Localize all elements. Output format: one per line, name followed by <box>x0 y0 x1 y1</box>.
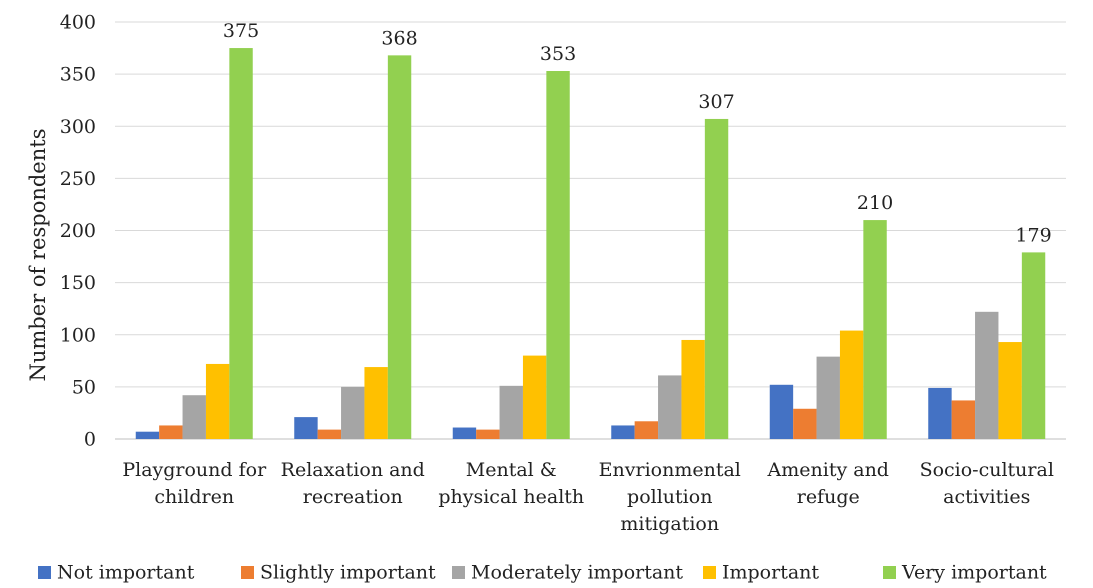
bar <box>182 395 206 439</box>
bar <box>704 118 729 439</box>
category-label-line: activities <box>943 486 1030 508</box>
bar <box>928 387 952 439</box>
bar <box>634 421 659 439</box>
legend-swatch <box>452 566 465 579</box>
category-labels: Playground for children Relaxation and recr… <box>122 459 1054 535</box>
bar <box>364 367 388 439</box>
bar <box>387 55 412 440</box>
data-label: 353 <box>540 43 576 65</box>
legend-label: Moderately important <box>471 562 683 584</box>
category-label-line: Playground for <box>122 459 267 481</box>
bar <box>793 408 817 439</box>
category-label: Amenity and refuge <box>767 459 889 508</box>
bar <box>546 71 570 439</box>
legend-swatch <box>703 566 716 579</box>
bar <box>229 48 253 440</box>
bar <box>294 417 318 439</box>
legend-label: Slightly important <box>260 562 436 584</box>
category-label-line: recreation <box>303 486 403 508</box>
bar <box>1021 252 1046 439</box>
bar <box>658 375 682 439</box>
bar <box>839 330 864 439</box>
legend: Not important Slightly important Moderatel… <box>38 562 1047 584</box>
y-tick-label: 150 <box>60 272 96 294</box>
y-tick-label: 50 <box>72 376 96 398</box>
bar <box>159 425 183 439</box>
category-label-line: Relaxation and <box>281 459 425 481</box>
bar <box>769 384 794 439</box>
legend-item: Slightly important <box>241 562 436 584</box>
legend-item: Very important <box>883 562 1047 584</box>
y-tick-label: 0 <box>84 429 96 451</box>
category-label-line: children <box>154 486 234 508</box>
legend-swatch <box>241 566 254 579</box>
bar <box>816 356 840 439</box>
y-tick-labels: 0 50 100 150 200 250 300 350 400 <box>60 12 96 451</box>
y-tick-label: 100 <box>60 324 96 346</box>
bar <box>611 425 635 439</box>
category-label: Relaxation and recreation <box>281 459 425 508</box>
legend-label: Very important <box>901 562 1047 584</box>
y-axis-title: Number of respondents <box>26 129 50 382</box>
y-tick-label: 300 <box>60 116 96 138</box>
category-label-line: mitigation <box>620 513 719 535</box>
category-label-line: refuge <box>797 486 860 508</box>
bar <box>452 427 477 439</box>
y-tick-label: 400 <box>60 12 96 34</box>
category-label-line: Mental & <box>466 459 557 481</box>
bar <box>998 342 1022 439</box>
gridlines <box>115 21 1066 440</box>
bar <box>476 429 500 439</box>
category-label-line: physical health <box>438 486 584 508</box>
legend-item: Moderately important <box>452 562 683 584</box>
bars <box>135 48 1046 440</box>
bar <box>317 429 342 439</box>
legend-swatch <box>38 566 51 579</box>
legend-label: Not important <box>57 562 195 584</box>
category-label-line: Socio-cultural <box>920 459 1054 481</box>
data-label: 179 <box>1015 224 1051 246</box>
category-label: Mental & physical health <box>438 459 584 508</box>
y-tick-label: 250 <box>60 168 96 190</box>
data-label: 375 <box>223 20 259 42</box>
legend-swatch <box>883 566 896 579</box>
bar <box>863 220 887 439</box>
bar <box>499 385 523 439</box>
y-tick-label: 350 <box>60 64 96 86</box>
category-label: Playground for children <box>122 459 267 508</box>
category-label: Socio-cultural activities <box>920 459 1054 508</box>
category-label-line: pollution <box>627 486 712 508</box>
bar <box>681 339 705 439</box>
bar <box>522 355 547 439</box>
legend-item: Important <box>703 562 819 584</box>
bar <box>205 363 230 439</box>
data-label: 210 <box>857 192 893 214</box>
legend-item: Not important <box>38 562 195 584</box>
data-label: 368 <box>381 27 417 49</box>
bar <box>951 400 976 439</box>
bar <box>975 311 999 439</box>
data-label: 307 <box>698 91 734 113</box>
bar <box>341 386 365 440</box>
category-label: Envrionmental pollution mitigation <box>599 459 741 535</box>
bar <box>135 431 160 439</box>
legend-label: Important <box>722 562 819 584</box>
category-label-line: Amenity and <box>767 459 889 481</box>
category-label-line: Envrionmental <box>599 459 741 481</box>
y-tick-label: 200 <box>60 220 96 242</box>
data-labels: 375 368 353 307 210 179 <box>223 20 1052 246</box>
